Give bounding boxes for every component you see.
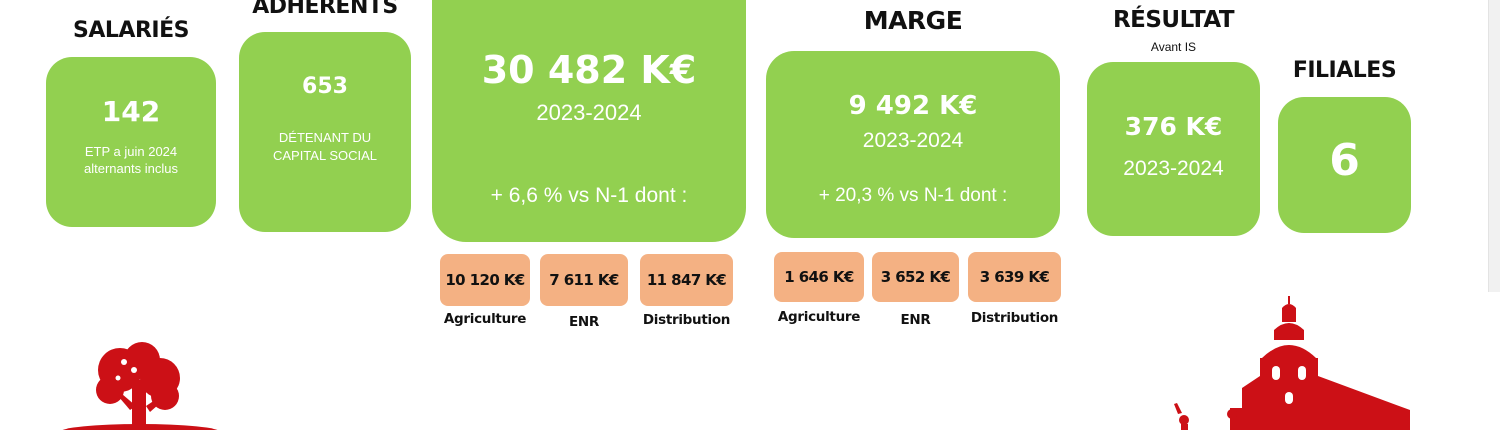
- ca-growth: + 6,6 % vs N-1 dont :: [490, 184, 688, 207]
- adherents-desc-line2: CAPITAL SOCIAL: [272, 148, 378, 163]
- marge-growth: + 20,3 % vs N-1 dont :: [818, 185, 1008, 206]
- ca-breakdown-enr-value: 7 611 K€: [540, 254, 628, 306]
- salaries-value: 142: [101, 95, 161, 128]
- marge-heading: MARGE: [863, 6, 963, 35]
- filiales-heading: FILIALES: [1292, 58, 1397, 83]
- resultat-heading: RÉSULTAT: [1112, 7, 1235, 33]
- marge-breakdown-distribution-value: 3 639 K€: [968, 252, 1061, 302]
- salaries-desc-line1: ETP a juin 2024: [84, 144, 178, 159]
- adherents-heading: ADHÉRENTS: [252, 0, 398, 19]
- ca-breakdown-distribution-label: Distribution: [642, 312, 731, 328]
- marge-breakdown-enr-value: 3 652 K€: [872, 252, 959, 302]
- filiales-card: 6: [1278, 97, 1411, 233]
- marge-breakdown-agriculture-value: 1 646 K€: [774, 252, 864, 302]
- church-icon: [1174, 296, 1410, 430]
- resultat-value: 376 K€: [1124, 112, 1223, 141]
- marge-breakdown-distribution-label: Distribution: [970, 310, 1059, 326]
- resultat-period: 2023-2024: [1123, 157, 1224, 180]
- tree-icon: [62, 342, 218, 430]
- ca-breakdown-enr-label: ENR: [568, 314, 599, 330]
- salaries-heading: SALARIÉS: [73, 18, 189, 43]
- ca-breakdown-agriculture-value: 10 120 K€: [440, 254, 530, 306]
- ca-period: 2023-2024: [536, 100, 642, 125]
- filiales-value: 6: [1329, 135, 1360, 186]
- ca-card: 30 482 K€ 2023-2024 + 6,6 % vs N-1 dont …: [432, 0, 746, 242]
- resultat-card: 376 K€ 2023-2024: [1087, 62, 1260, 236]
- marge-breakdown-enr-label: ENR: [900, 312, 931, 328]
- adherents-value: 653: [302, 74, 348, 99]
- ca-breakdown-agriculture-label: Agriculture: [443, 311, 527, 327]
- ca-value: 30 482 K€: [481, 48, 697, 92]
- marge-period: 2023-2024: [862, 129, 964, 152]
- marge-breakdown-agriculture-label: Agriculture: [777, 309, 861, 325]
- resultat-subheading: Avant IS: [1150, 40, 1197, 54]
- salaries-card: 142 ETP a juin 2024 alternants inclus: [46, 57, 216, 227]
- salaries-desc-line2: alternants inclus: [84, 161, 178, 176]
- ca-breakdown-distribution-value: 11 847 K€: [640, 254, 733, 306]
- vertical-scrollbar[interactable]: [1488, 0, 1500, 292]
- adherents-desc-line1: DÉTENANT DU: [278, 130, 372, 145]
- adherents-card: 653 DÉTENANT DU CAPITAL SOCIAL: [239, 32, 411, 232]
- marge-value: 9 492 K€: [848, 91, 978, 121]
- marge-card: 9 492 K€ 2023-2024 + 20,3 % vs N-1 dont …: [766, 51, 1060, 238]
